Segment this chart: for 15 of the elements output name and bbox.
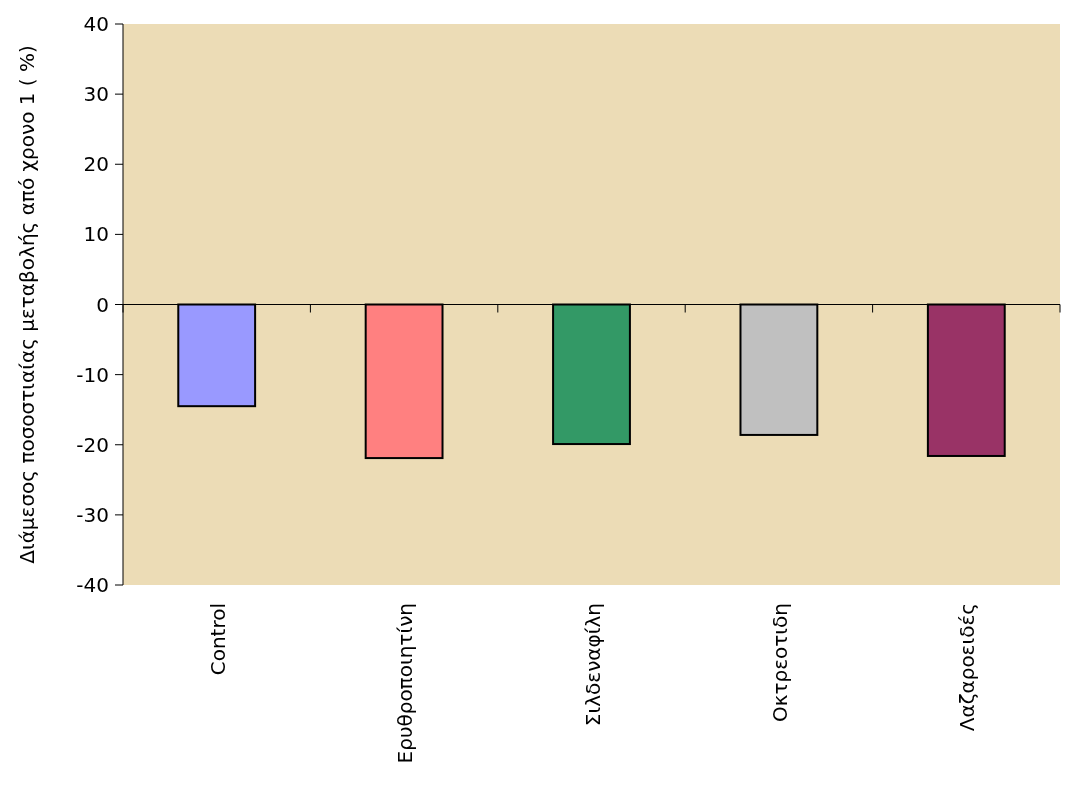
- x-tick-label: Σιλδεναφίλη: [580, 603, 605, 727]
- y-tick-label: -10: [76, 362, 109, 387]
- y-tick-label: 20: [83, 152, 109, 177]
- y-tick-label: -20: [76, 432, 109, 457]
- y-tick-label: 0: [96, 292, 109, 317]
- y-tick-label: 30: [83, 82, 109, 107]
- y-tick-label: 40: [83, 12, 109, 36]
- x-tick-label: Ερυθροποιητίνη: [393, 603, 418, 764]
- x-tick-label: Control: [205, 603, 230, 676]
- x-tick-label: Λαζαροειδές: [955, 603, 980, 732]
- y-axis-title: Διάμεσος ποσοστιαίας μεταβολής από χρονο 1 ( %): [15, 45, 39, 564]
- y-tick-label: -30: [76, 502, 109, 527]
- x-tick-label: Οκτρεοτιδη: [767, 603, 792, 723]
- y-tick-label: 10: [83, 222, 109, 247]
- y-tick-label: -40: [76, 573, 109, 597]
